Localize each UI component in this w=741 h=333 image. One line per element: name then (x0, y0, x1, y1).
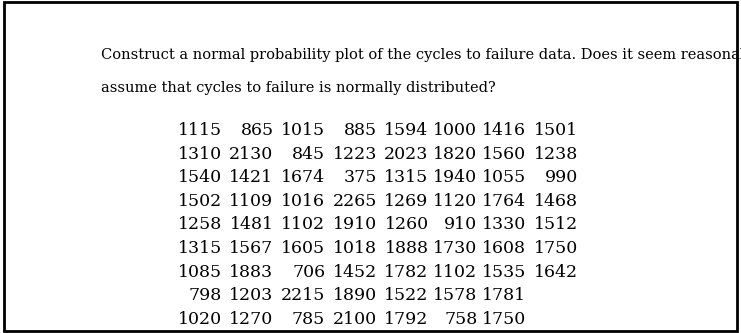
Text: 1203: 1203 (229, 287, 273, 304)
Text: 1522: 1522 (384, 287, 428, 304)
Text: 845: 845 (292, 146, 325, 163)
Text: 1238: 1238 (534, 146, 578, 163)
Text: 1820: 1820 (433, 146, 477, 163)
Text: 1315: 1315 (178, 240, 222, 257)
Text: 1115: 1115 (178, 122, 222, 139)
Text: 1730: 1730 (433, 240, 477, 257)
Text: 1890: 1890 (333, 287, 377, 304)
Text: 1560: 1560 (482, 146, 526, 163)
Text: 1018: 1018 (333, 240, 377, 257)
Text: 2265: 2265 (333, 193, 377, 210)
Text: 1883: 1883 (230, 263, 273, 280)
Text: 1750: 1750 (482, 311, 526, 328)
Text: 785: 785 (292, 311, 325, 328)
Text: 1223: 1223 (333, 146, 377, 163)
Text: 1792: 1792 (384, 311, 428, 328)
Text: 758: 758 (444, 311, 477, 328)
Text: 1000: 1000 (433, 122, 477, 139)
Text: 1015: 1015 (281, 122, 325, 139)
Text: 2100: 2100 (333, 311, 377, 328)
Text: 990: 990 (545, 169, 578, 186)
Text: 910: 910 (445, 216, 477, 233)
Text: 1085: 1085 (178, 263, 222, 280)
Text: 1452: 1452 (333, 263, 377, 280)
Text: 885: 885 (344, 122, 377, 139)
Text: 1764: 1764 (482, 193, 526, 210)
Text: 1416: 1416 (482, 122, 526, 139)
Text: 1750: 1750 (534, 240, 578, 257)
Text: 1269: 1269 (385, 193, 428, 210)
Text: 865: 865 (240, 122, 273, 139)
Text: 1910: 1910 (333, 216, 377, 233)
Text: 1109: 1109 (230, 193, 273, 210)
Text: 1674: 1674 (281, 169, 325, 186)
Text: 1102: 1102 (433, 263, 477, 280)
Text: 2023: 2023 (384, 146, 428, 163)
Text: 1481: 1481 (230, 216, 273, 233)
Text: 1642: 1642 (534, 263, 578, 280)
Text: 1578: 1578 (433, 287, 477, 304)
Text: 1120: 1120 (433, 193, 477, 210)
Text: 1888: 1888 (385, 240, 428, 257)
Text: 375: 375 (344, 169, 377, 186)
Text: 1020: 1020 (178, 311, 222, 328)
Text: 1782: 1782 (385, 263, 428, 280)
Text: 1594: 1594 (385, 122, 428, 139)
Text: 1330: 1330 (482, 216, 526, 233)
Text: 1535: 1535 (482, 263, 526, 280)
Text: 798: 798 (189, 287, 222, 304)
Text: 1102: 1102 (281, 216, 325, 233)
Text: 1315: 1315 (385, 169, 428, 186)
Text: 1310: 1310 (178, 146, 222, 163)
Text: 1605: 1605 (281, 240, 325, 257)
Text: 1260: 1260 (385, 216, 428, 233)
Text: assume that cycles to failure is normally distributed?: assume that cycles to failure is normall… (102, 81, 496, 95)
Text: 2215: 2215 (281, 287, 325, 304)
Text: 1502: 1502 (178, 193, 222, 210)
Text: 1567: 1567 (229, 240, 273, 257)
Text: 1940: 1940 (433, 169, 477, 186)
Text: 1016: 1016 (281, 193, 325, 210)
Text: 1055: 1055 (482, 169, 526, 186)
Text: 1258: 1258 (178, 216, 222, 233)
Text: 1608: 1608 (482, 240, 526, 257)
Text: 1512: 1512 (534, 216, 578, 233)
Text: 1781: 1781 (482, 287, 526, 304)
Text: 1501: 1501 (534, 122, 578, 139)
Text: 1270: 1270 (229, 311, 273, 328)
Text: Construct a normal probability plot of the cycles to failure data. Does it seem : Construct a normal probability plot of t… (102, 48, 741, 62)
Text: 2130: 2130 (229, 146, 273, 163)
Text: 706: 706 (292, 263, 325, 280)
Text: 1421: 1421 (230, 169, 273, 186)
Text: 1468: 1468 (534, 193, 578, 210)
Text: 1540: 1540 (178, 169, 222, 186)
